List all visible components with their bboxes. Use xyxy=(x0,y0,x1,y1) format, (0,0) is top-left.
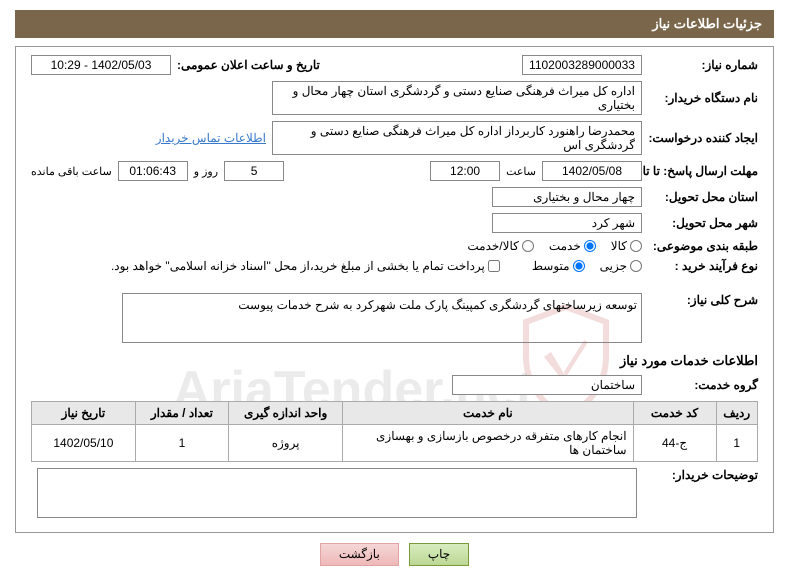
buyer-name-value: اداره کل میراث فرهنگی صنایع دستی و گردشگ… xyxy=(272,81,642,115)
page-title-bar: جزئیات اطلاعات نیاز xyxy=(15,10,774,38)
radio-minor-label: جزیی xyxy=(600,259,627,273)
requester-value: محمدرضا راهنورد کاربرداز اداره کل میراث … xyxy=(272,121,642,155)
payment-checkbox[interactable] xyxy=(488,260,500,272)
group-value: ساختمان xyxy=(452,375,642,395)
summary-box: توسعه زیرساختهای گردشگری کمپینگ پارک ملت… xyxy=(122,293,642,343)
days-value: 5 xyxy=(224,161,284,181)
print-button[interactable]: چاپ xyxy=(409,543,469,566)
deadline-label: مهلت ارسال پاسخ: تا تاریخ: xyxy=(648,164,758,178)
process-radio-group: جزیی متوسط xyxy=(532,259,642,273)
radio-service-label: خدمت xyxy=(549,239,581,253)
radio-both[interactable] xyxy=(522,240,534,252)
deadline-time-value: 12:00 xyxy=(430,161,500,181)
row-deadline: مهلت ارسال پاسخ: تا تاریخ: 1402/05/08 سا… xyxy=(31,161,758,181)
buyer-notes-box xyxy=(37,468,637,518)
th-name: نام خدمت xyxy=(343,402,633,425)
td-code: ج-44 xyxy=(633,425,716,462)
province-label: استان محل تحویل: xyxy=(648,190,758,204)
time-label: ساعت xyxy=(506,165,536,178)
buyer-notes-label: توضیحات خریدار: xyxy=(648,468,758,482)
province-value: چهار محال و بختیاری xyxy=(492,187,642,207)
row-buyer-notes: توضیحات خریدار: xyxy=(31,468,758,518)
services-table: ردیف کد خدمت نام خدمت واحد اندازه گیری ت… xyxy=(31,401,758,462)
td-date: 1402/05/10 xyxy=(32,425,136,462)
th-unit: واحد اندازه گیری xyxy=(229,402,343,425)
announce-value: 1402/05/03 - 10:29 xyxy=(31,55,171,75)
services-header: اطلاعات خدمات مورد نیاز xyxy=(31,353,758,369)
radio-service[interactable] xyxy=(584,240,596,252)
td-name: انجام کارهای متفرقه درخصوص بازسازی و بهس… xyxy=(343,425,633,462)
summary-text: توسعه زیرساختهای گردشگری کمپینگ پارک ملت… xyxy=(238,298,637,312)
row-buyer: نام دستگاه خریدار: اداره کل میراث فرهنگی… xyxy=(31,81,758,115)
row-need-number: شماره نیاز: 1102003289000033 تاریخ و ساع… xyxy=(31,55,758,75)
group-label: گروه خدمت: xyxy=(648,378,758,392)
row-category: طبقه بندی موضوعی: کالا خدمت کالا/خدمت xyxy=(31,239,758,253)
radio-both-item[interactable]: کالا/خدمت xyxy=(467,239,533,253)
buyer-name-label: نام دستگاه خریدار: xyxy=(648,91,758,105)
announce-label: تاریخ و ساعت اعلان عمومی: xyxy=(177,58,320,72)
contact-link[interactable]: اطلاعات تماس خریدار xyxy=(156,131,266,145)
requester-label: ایجاد کننده درخواست: xyxy=(648,131,758,145)
summary-label: شرح کلی نیاز: xyxy=(648,293,758,307)
remaining-time-value: 01:06:43 xyxy=(118,161,188,181)
radio-goods-label: کالا xyxy=(611,239,627,253)
page-title: جزئیات اطلاعات نیاز xyxy=(652,16,762,31)
deadline-date-value: 1402/05/08 xyxy=(542,161,642,181)
row-process: نوع فرآیند خرید : جزیی متوسط پرداخت تمام… xyxy=(31,259,758,273)
td-unit: پروژه xyxy=(229,425,343,462)
main-panel: AriaTender.net شماره نیاز: 1102003289000… xyxy=(15,46,774,533)
payment-checkbox-item[interactable]: پرداخت تمام یا بخشی از مبلغ خرید،از محل … xyxy=(111,259,500,273)
radio-service-item[interactable]: خدمت xyxy=(549,239,596,253)
th-date: تاریخ نیاز xyxy=(32,402,136,425)
radio-goods-item[interactable]: کالا xyxy=(611,239,642,253)
city-label: شهر محل تحویل: xyxy=(648,216,758,230)
td-qty: 1 xyxy=(135,425,228,462)
process-label: نوع فرآیند خرید : xyxy=(648,259,758,273)
table-header-row: ردیف کد خدمت نام خدمت واحد اندازه گیری ت… xyxy=(32,402,758,425)
days-label: روز و xyxy=(194,165,218,178)
remaining-label: ساعت باقی مانده xyxy=(31,165,112,178)
radio-minor-item[interactable]: جزیی xyxy=(600,259,642,273)
category-label: طبقه بندی موضوعی: xyxy=(648,239,758,253)
need-number-value: 1102003289000033 xyxy=(522,55,642,75)
radio-both-label: کالا/خدمت xyxy=(467,239,518,253)
row-group: گروه خدمت: ساختمان xyxy=(31,375,758,395)
row-province: استان محل تحویل: چهار محال و بختیاری xyxy=(31,187,758,207)
row-summary: شرح کلی نیاز: توسعه زیرساختهای گردشگری ک… xyxy=(31,293,758,343)
radio-goods[interactable] xyxy=(630,240,642,252)
radio-medium-label: متوسط xyxy=(532,259,570,273)
city-value: شهر کرد xyxy=(492,213,642,233)
radio-minor[interactable] xyxy=(630,260,642,272)
row-city: شهر محل تحویل: شهر کرد xyxy=(31,213,758,233)
button-row: چاپ بازگشت xyxy=(15,543,774,566)
td-row: 1 xyxy=(716,425,757,462)
th-code: کد خدمت xyxy=(633,402,716,425)
row-requester: ایجاد کننده درخواست: محمدرضا راهنورد کار… xyxy=(31,121,758,155)
radio-medium-item[interactable]: متوسط xyxy=(532,259,585,273)
category-radio-group: کالا خدمت کالا/خدمت xyxy=(467,239,642,253)
back-button[interactable]: بازگشت xyxy=(320,543,399,566)
need-number-label: شماره نیاز: xyxy=(648,58,758,72)
payment-note: پرداخت تمام یا بخشی از مبلغ خرید،از محل … xyxy=(111,259,485,273)
th-qty: تعداد / مقدار xyxy=(135,402,228,425)
th-row: ردیف xyxy=(716,402,757,425)
radio-medium[interactable] xyxy=(573,260,585,272)
table-row: 1 ج-44 انجام کارهای متفرقه درخصوص بازساز… xyxy=(32,425,758,462)
